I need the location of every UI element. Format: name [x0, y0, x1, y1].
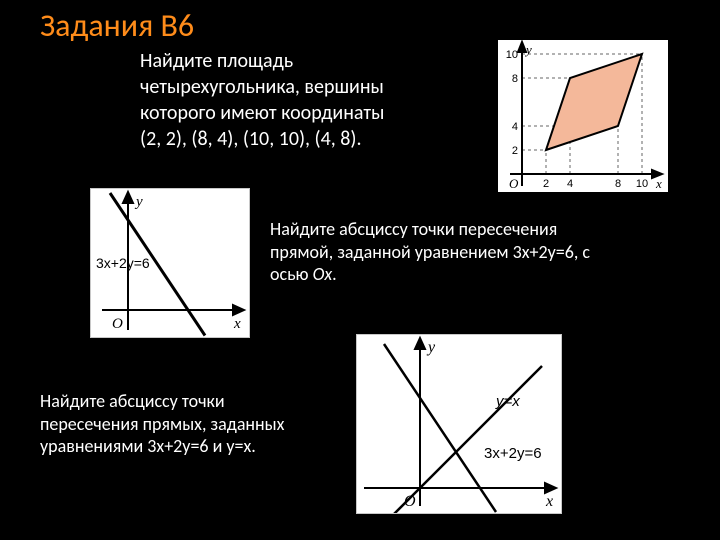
svg-text:x: x	[655, 176, 662, 191]
svg-text:2: 2	[543, 178, 549, 190]
svg-text:O: O	[404, 493, 416, 510]
problem-2-text: Найдите абсциссу точки пересечения прямо…	[270, 218, 600, 286]
figure-line-single: y x O 3x+2y=6	[90, 188, 250, 338]
svg-text:y=x: y=x	[495, 393, 520, 410]
problem-1-text: Найдите площадь четырехугольника, вершин…	[140, 48, 480, 152]
p1-l3: которого имеют координаты	[140, 101, 384, 125]
svg-text:3x+2y=6: 3x+2y=6	[484, 445, 542, 462]
svg-text:2: 2	[512, 145, 518, 157]
svg-text:x: x	[233, 316, 241, 332]
slide-title: Задания В6	[40, 6, 194, 45]
p1-l4: (2, 2), (8, 4), (10, 10), (4, 8).	[140, 127, 362, 151]
svg-text:8: 8	[615, 178, 621, 190]
svg-text:8: 8	[512, 73, 518, 85]
svg-text:3x+2y=6: 3x+2y=6	[96, 255, 150, 271]
svg-text:O: O	[509, 176, 519, 191]
svg-text:10: 10	[506, 49, 518, 61]
svg-text:y: y	[134, 194, 143, 210]
p1-l2: четырехугольника, вершины	[140, 75, 384, 99]
svg-text:4: 4	[567, 178, 573, 190]
figure-two-lines: y x O y=x 3x+2y=6	[356, 334, 562, 514]
p2-ox: Ox	[313, 263, 333, 285]
problem-3-text: Найдите абсциссу точки пересечения прямы…	[40, 390, 320, 458]
svg-text:y: y	[524, 42, 532, 57]
svg-text:y: y	[426, 339, 436, 356]
svg-text:x: x	[545, 493, 553, 510]
p1-l1: Найдите площадь	[140, 49, 293, 73]
svg-text:10: 10	[636, 178, 648, 190]
svg-text:4: 4	[512, 121, 518, 133]
svg-text:O: O	[112, 316, 123, 332]
p2-b: .	[332, 263, 337, 285]
figure-quadrilateral: y x O 2 4 8 10 2 4 8 10	[498, 40, 668, 192]
